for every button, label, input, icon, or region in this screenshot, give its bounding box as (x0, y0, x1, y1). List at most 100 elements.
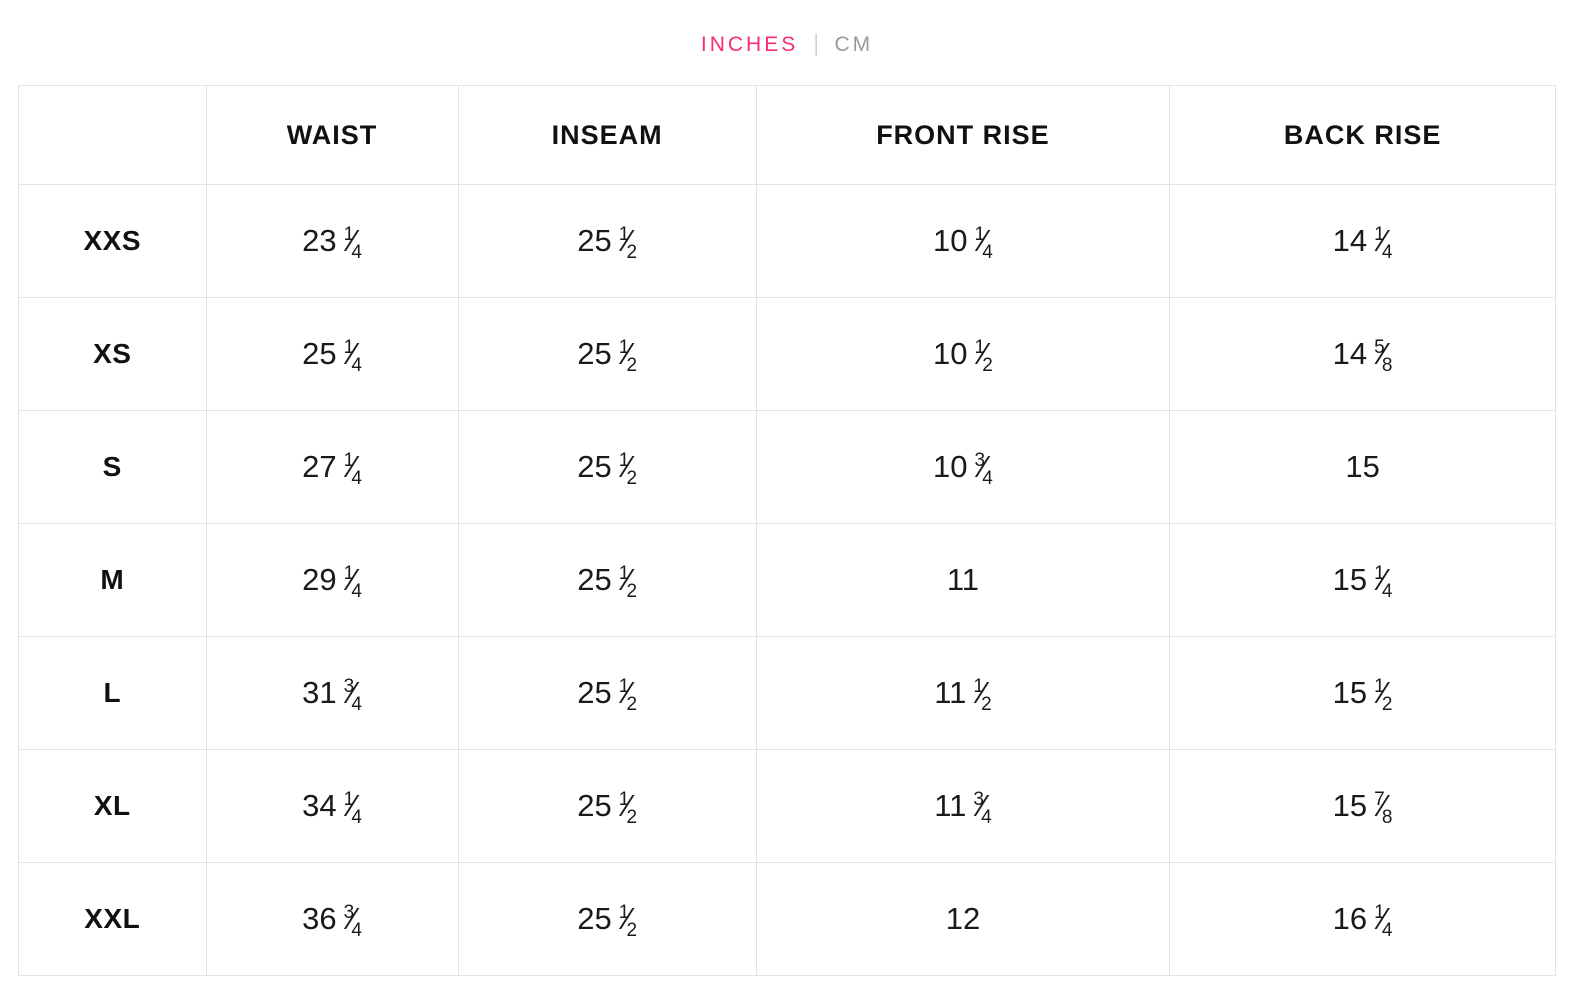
measurement-whole: 25 (577, 449, 612, 484)
measurement-fraction: 1⁄4 (343, 223, 362, 263)
table-row: L 31 3⁄4 25 1⁄2 11 1⁄2 15 1⁄2 (18, 636, 1556, 750)
measurement-whole: 11 (946, 562, 980, 597)
measurement-fraction: 1⁄2 (618, 788, 638, 828)
size-label: M (18, 523, 207, 637)
measurement-whole: 14 (1332, 336, 1368, 371)
measurement-cell: 25 1⁄2 (457, 749, 757, 863)
measurement-whole: 23 (302, 223, 337, 258)
measurement-whole: 14 (1332, 223, 1368, 258)
measurement-cell: 11 (755, 523, 1171, 637)
measurement-fraction: 1⁄2 (618, 562, 638, 602)
table-row: XS 25 1⁄4 25 1⁄2 10 1⁄2 14 5⁄8 (18, 297, 1556, 411)
measurement-whole: 12 (945, 901, 981, 936)
column-header: FRONT RISE (755, 85, 1171, 185)
unit-inches-button[interactable]: INCHES (700, 32, 799, 56)
measurement-fraction: 1⁄2 (1374, 675, 1393, 715)
measurement-cell: 29 1⁄4 (205, 523, 459, 637)
measurement-whole: 11 (934, 788, 967, 823)
measurement-fraction: 3⁄4 (343, 675, 362, 715)
measurement-fraction: 1⁄2 (618, 675, 638, 715)
table-row: S 27 1⁄4 25 1⁄2 10 3⁄4 15 (18, 410, 1556, 524)
measurement-whole: 25 (577, 901, 612, 936)
measurement-cell: 16 1⁄4 (1169, 862, 1556, 976)
measurement-fraction: 1⁄4 (1374, 562, 1393, 602)
measurement-cell: 25 1⁄2 (457, 636, 757, 750)
measurement-cell: 25 1⁄2 (457, 184, 757, 298)
measurement-cell: 14 5⁄8 (1169, 297, 1556, 411)
measurement-whole: 25 (577, 788, 612, 823)
measurement-cell: 31 3⁄4 (205, 636, 459, 750)
table-body: XXS 23 1⁄4 25 1⁄2 10 1⁄4 14 1⁄4 XS 25 1⁄4 25 1⁄2 10 1⁄2… (18, 184, 1556, 976)
measurement-fraction: 1⁄2 (973, 675, 992, 715)
measurement-cell: 23 1⁄4 (205, 184, 459, 298)
measurement-cell: 25 1⁄2 (457, 410, 757, 524)
measurement-fraction: 1⁄2 (618, 449, 638, 489)
measurement-cell: 10 1⁄4 (755, 184, 1171, 298)
measurement-whole: 15 (1332, 788, 1368, 823)
measurement-whole: 10 (933, 336, 968, 371)
unit-toggle: INCHES | CM (18, 32, 1556, 56)
measurement-fraction: 5⁄8 (1374, 336, 1393, 376)
measurement-cell: 34 1⁄4 (205, 749, 459, 863)
measurement-whole: 25 (302, 336, 337, 371)
measurement-cell: 15 7⁄8 (1169, 749, 1556, 863)
measurement-whole: 15 (1345, 449, 1380, 484)
size-chart-table: WAIST INSEAM FRONT RISE BACK RISE XXS 23 1⁄4 2… (18, 85, 1556, 976)
column-header: BACK RISE (1169, 85, 1556, 185)
size-label: XL (18, 749, 207, 863)
table-row: XXS 23 1⁄4 25 1⁄2 10 1⁄4 14 1⁄4 (18, 184, 1556, 298)
table-row: XXL 36 3⁄4 25 1⁄2 12 16 1⁄4 (18, 862, 1556, 976)
unit-cm-button[interactable]: CM (834, 32, 874, 56)
measurement-cell: 15 1⁄4 (1169, 523, 1556, 637)
measurement-whole: 31 (302, 675, 337, 710)
size-label: L (18, 636, 207, 750)
measurement-fraction: 1⁄4 (343, 336, 362, 376)
measurement-whole: 25 (577, 223, 612, 258)
size-label: XS (18, 297, 207, 411)
measurement-whole: 10 (933, 449, 968, 484)
size-label: XXS (18, 184, 207, 298)
measurement-cell: 25 1⁄2 (457, 523, 757, 637)
measurement-whole: 16 (1332, 901, 1368, 936)
measurement-whole: 15 (1332, 675, 1368, 710)
column-header: WAIST (205, 85, 459, 185)
corner-header-cell (18, 85, 207, 185)
measurement-cell: 27 1⁄4 (205, 410, 459, 524)
measurement-fraction: 1⁄4 (1374, 901, 1393, 941)
measurement-fraction: 1⁄4 (974, 223, 993, 263)
measurement-whole: 29 (302, 562, 337, 597)
measurement-fraction: 3⁄4 (343, 901, 362, 941)
measurement-whole: 36 (302, 901, 337, 936)
measurement-cell: 10 3⁄4 (755, 410, 1171, 524)
measurement-fraction: 1⁄2 (618, 223, 638, 263)
measurement-cell: 11 1⁄2 (755, 636, 1171, 750)
table-row: XL 34 1⁄4 25 1⁄2 11 3⁄4 15 7⁄8 (18, 749, 1556, 863)
measurement-fraction: 1⁄2 (618, 901, 638, 941)
size-label: S (18, 410, 207, 524)
measurement-whole: 25 (577, 562, 612, 597)
column-header: INSEAM (457, 85, 757, 185)
measurement-fraction: 7⁄8 (1374, 788, 1393, 828)
size-label: XXL (18, 862, 207, 976)
measurement-fraction: 1⁄4 (343, 562, 362, 602)
measurement-fraction: 3⁄4 (974, 449, 993, 489)
measurement-whole: 15 (1332, 562, 1368, 597)
table-row: M 29 1⁄4 25 1⁄2 11 15 1⁄4 (18, 523, 1556, 637)
measurement-fraction: 1⁄4 (1374, 223, 1393, 263)
measurement-cell: 11 3⁄4 (755, 749, 1171, 863)
measurement-fraction: 1⁄4 (343, 449, 362, 489)
measurement-cell: 36 3⁄4 (205, 862, 459, 976)
measurement-cell: 25 1⁄4 (205, 297, 459, 411)
measurement-whole: 34 (302, 788, 337, 823)
measurement-fraction: 1⁄2 (974, 336, 993, 376)
measurement-whole: 11 (934, 675, 967, 710)
measurement-fraction: 1⁄2 (618, 336, 638, 376)
measurement-whole: 27 (302, 449, 337, 484)
measurement-whole: 25 (577, 675, 612, 710)
measurement-whole: 10 (933, 223, 968, 258)
measurement-cell: 15 (1169, 410, 1556, 524)
measurement-whole: 25 (577, 336, 612, 371)
measurement-cell: 12 (755, 862, 1171, 976)
measurement-fraction: 3⁄4 (973, 788, 992, 828)
